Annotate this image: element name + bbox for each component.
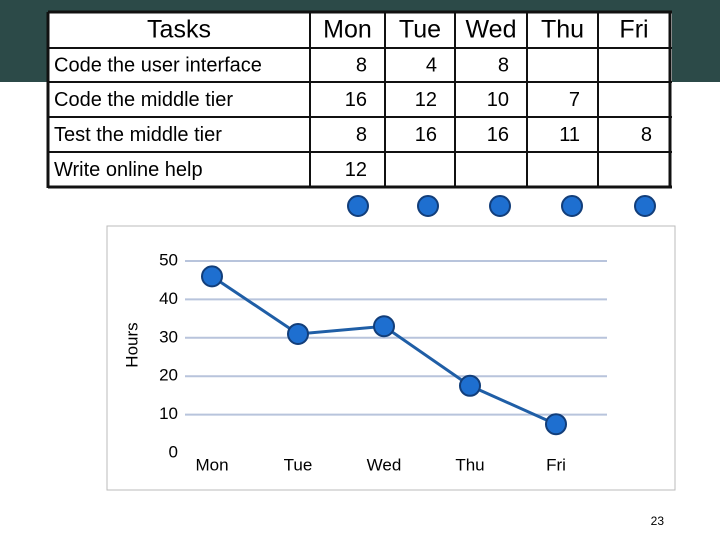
dot (561, 195, 583, 217)
x-tick-label: Tue (284, 455, 313, 474)
task-name: Write online help (54, 159, 203, 181)
cell-value: 10 (487, 89, 509, 111)
cell-value: 8 (356, 124, 367, 146)
dot (489, 195, 511, 217)
column-header: Thu (541, 16, 584, 44)
cell-value: 8 (641, 124, 652, 146)
decor-dots (347, 195, 656, 217)
dot (634, 195, 656, 217)
x-tick-label: Mon (195, 455, 228, 474)
cell-value: 7 (569, 89, 580, 111)
chart: 0 10 20 30 40 50 Mon Tue Wed Thu Fri (159, 250, 607, 474)
x-tick-label: Wed (367, 455, 402, 474)
y-tick-label: 0 (169, 442, 178, 461)
x-tick-label: Fri (546, 455, 566, 474)
y-tick-label: 20 (159, 366, 178, 385)
cell-value: 12 (345, 159, 367, 181)
chart-frame (106, 225, 676, 491)
task-name: Code the middle tier (54, 89, 233, 111)
y-tick-label: 40 (159, 289, 178, 308)
cell-value: 4 (426, 54, 437, 76)
page-number: 23 (651, 514, 665, 528)
column-header: Tue (399, 16, 441, 44)
cell-value: 11 (559, 124, 580, 146)
task-name: Code the user interface (54, 54, 262, 76)
dot (417, 195, 439, 217)
point (545, 413, 567, 436)
point (287, 322, 309, 345)
x-tick-label: Thu (455, 455, 484, 474)
cell-value: 16 (487, 124, 509, 146)
point (459, 374, 481, 397)
column-header: Tasks (147, 16, 211, 44)
table: Tasks Mon Tue Wed Thu Fri Code the user interf… (46, 10, 672, 189)
y-tick-label: 10 (159, 404, 178, 423)
table-background (48, 12, 672, 188)
cell-value: 8 (498, 54, 509, 76)
cell-value: 16 (415, 124, 437, 146)
y-tick-label: 50 (159, 250, 178, 269)
point (373, 315, 395, 338)
task-name: Test the middle tier (54, 124, 222, 146)
column-header: Fri (619, 16, 648, 44)
point (201, 265, 223, 288)
dot (347, 195, 369, 217)
y-axis-label: Hours (122, 322, 141, 367)
cell-value: 8 (356, 54, 367, 76)
column-header: Mon (323, 16, 372, 44)
column-header: Wed (466, 16, 517, 44)
cell-value: 16 (345, 89, 367, 111)
y-tick-label: 30 (159, 327, 178, 346)
cell-value: 12 (415, 89, 437, 111)
